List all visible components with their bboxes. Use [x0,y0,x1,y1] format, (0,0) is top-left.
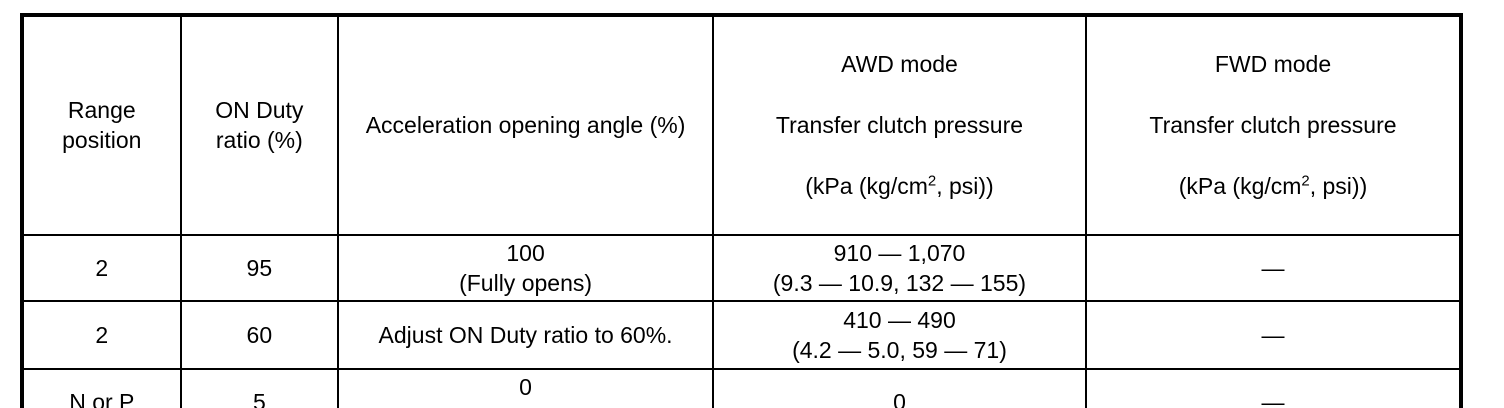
fwd-mode-line: FWD mode [1214,51,1332,78]
col-header-awd-transfer-clutch-pressure: AWD mode Transfer clutch pressure (kPa (… [711,14,1087,236]
cell-awd-pressure: 910 — 1,070 (9.3 — 10.9, 132 — 155) [711,233,1087,303]
fwd-pressure-name-line: Transfer clutch pressure [1149,112,1397,139]
cell-acceleration-opening-angle: 0 (Fully closed) [337,368,714,408]
awd-unit-line: (kPa (kg/cm2, psi)) [805,172,994,199]
col-header-acceleration-opening-angle: Acceleration opening angle (%) [337,14,714,236]
cell-acceleration-opening-angle: 100 (Fully opens) [337,233,714,303]
cell-range-position: 2 [21,300,182,371]
superscript-2: 2 [927,172,937,190]
transfer-clutch-pressure-table: Range position ON Duty ratio (%) Acceler… [20,13,1463,408]
col-header-range-position: Range position [21,14,182,236]
cell-fwd-pressure: — [1084,300,1463,371]
awd-pressure-name-line: Transfer clutch pressure [775,112,1024,139]
superscript-2: 2 [1301,172,1310,190]
cell-on-duty-ratio: 5 [179,368,340,408]
table-row: 2 60 Adjust ON Duty ratio to 60%. 410 — … [21,300,1463,371]
table-row: 2 95 100 (Fully opens) 910 — 1,070 (9.3 … [21,233,1463,303]
cell-on-duty-ratio: 95 [179,233,340,303]
cell-fwd-pressure: — [1084,233,1463,303]
table-row: N or P 5 0 (Fully closed) 0 — [21,368,1463,408]
col-header-on-duty-ratio: ON Duty ratio (%) [179,14,340,236]
cell-range-position: N or P [21,368,182,408]
cell-fwd-pressure: — [1084,368,1463,408]
fwd-unit-line: (kPa (kg/cm2, psi)) [1178,172,1368,199]
cell-on-duty-ratio: 60 [179,300,340,371]
col-header-fwd-transfer-clutch-pressure: FWD mode Transfer clutch pressure (kPa (… [1084,14,1463,236]
awd-mode-line: AWD mode [841,51,958,78]
table-header-row: Range position ON Duty ratio (%) Acceler… [21,14,1463,236]
cell-range-position: 2 [21,233,182,303]
cell-acceleration-opening-angle: Adjust ON Duty ratio to 60%. [337,300,714,371]
cell-awd-pressure: 410 — 490 (4.2 — 5.0, 59 — 71) [711,300,1087,371]
cell-awd-pressure: 0 [711,368,1087,408]
